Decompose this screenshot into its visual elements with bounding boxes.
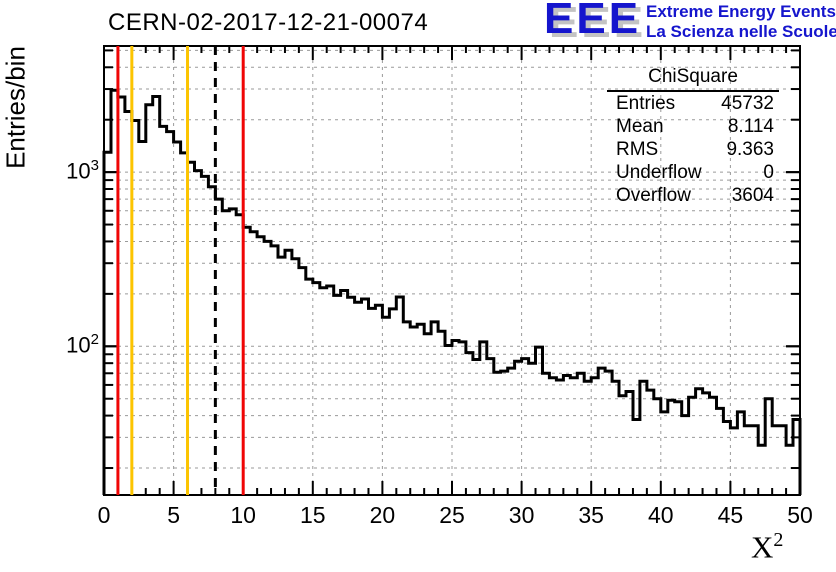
- x-tick-label: 25: [439, 502, 465, 528]
- x-tick-label: 5: [167, 502, 180, 528]
- stat-row-mean: Mean 8.114: [607, 115, 779, 138]
- x-tick-label: 40: [648, 502, 674, 528]
- eee-logo-text: EEE: [544, 0, 642, 43]
- y-tick-exponent: 2: [90, 331, 99, 348]
- stat-label: Mean: [616, 116, 664, 137]
- y-tick-label-1000: 103: [66, 157, 99, 184]
- stat-label: Entries: [616, 93, 676, 114]
- stat-row-rms: RMS 9.363: [607, 138, 779, 161]
- x-axis-title: X2: [751, 529, 783, 565]
- stat-value: 45732: [721, 93, 774, 114]
- histogram-line: [102, 88, 802, 495]
- stat-label: Overflow: [616, 185, 691, 206]
- stats-box: ChiSquare Entries 45732 Mean 8.114 RMS 9.363 U…: [607, 66, 779, 207]
- stat-label: RMS: [616, 139, 659, 160]
- x-tick-label: 10: [230, 502, 256, 528]
- x-tick-labels: 0 5 10 15 20 25 30 35 40 45 50: [98, 502, 813, 528]
- stats-title: ChiSquare: [607, 66, 779, 92]
- eee-logo-line1: Extreme Energy Events: [646, 2, 836, 21]
- eee-logo-caption: Extreme Energy Events La Scienza nelle S…: [646, 2, 836, 42]
- stat-value: 3604: [731, 185, 774, 206]
- y-tick-base: 10: [66, 332, 91, 358]
- x-axis-title-base: X: [751, 529, 774, 565]
- x-tick-label: 50: [787, 502, 813, 528]
- x-tick-label: 15: [300, 502, 326, 528]
- x-axis-title-exponent: 2: [773, 529, 784, 551]
- stat-value: 9.363: [726, 139, 774, 160]
- stat-value: 8.114: [727, 116, 774, 137]
- x-tick-label: 30: [509, 502, 535, 528]
- y-tick-label-100: 102: [66, 331, 99, 358]
- stats-rows: Entries 45732 Mean 8.114 RMS 9.363 Underflow 0 O…: [607, 92, 779, 207]
- plot-title: CERN-02-2017-12-21-00074: [108, 9, 429, 36]
- eee-logo-line2: La Scienza nelle Scuole: [646, 22, 836, 41]
- stat-label: Underflow: [616, 162, 702, 183]
- stat-row-overflow: Overflow 3604: [607, 184, 779, 207]
- y-tick-base: 10: [66, 158, 91, 184]
- x-tick-label: 20: [370, 502, 396, 528]
- stat-row-entries: Entries 45732: [607, 92, 779, 115]
- x-tick-label: 45: [718, 502, 744, 528]
- stat-row-underflow: Underflow 0: [607, 161, 779, 184]
- x-tick-label: 0: [98, 502, 111, 528]
- y-axis-title: Entries/bin: [0, 46, 31, 169]
- stat-value: 0: [763, 162, 774, 183]
- y-tick-exponent: 3: [90, 157, 99, 174]
- x-tick-label: 35: [578, 502, 604, 528]
